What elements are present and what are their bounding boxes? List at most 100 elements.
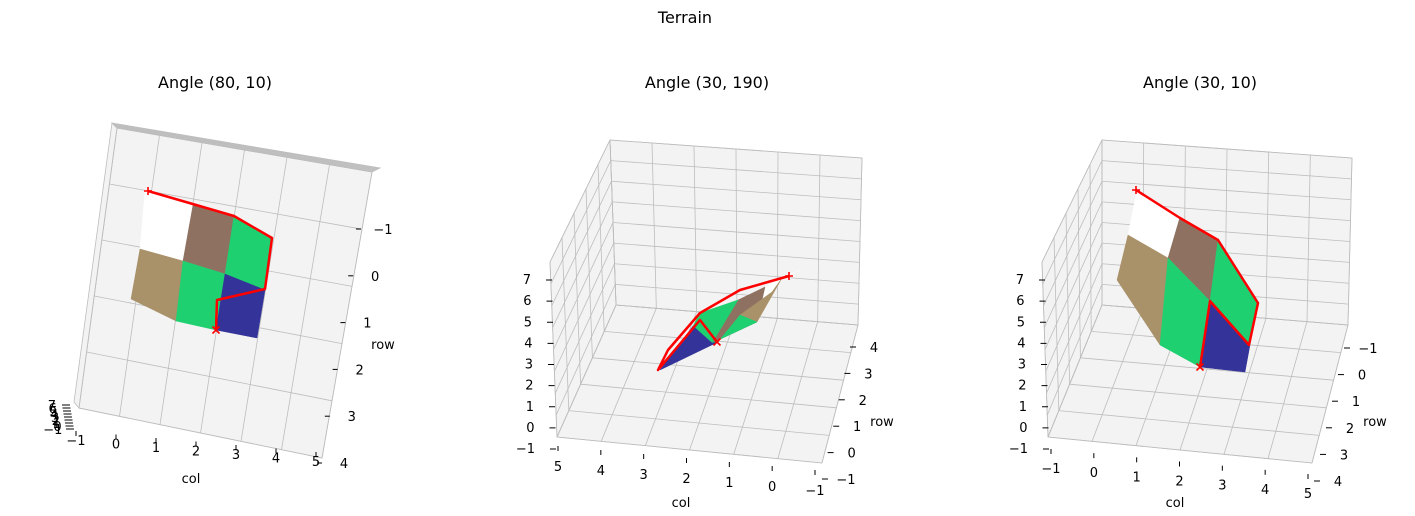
z-tick-label: 6 <box>1016 294 1024 309</box>
z-tick-label: 5 <box>49 405 57 420</box>
grid-line <box>611 180 862 201</box>
grid-line <box>1047 436 1313 464</box>
z-tick-label: −1 <box>516 442 535 457</box>
z-tick-label: 3 <box>51 411 59 426</box>
x-axis-label: col <box>672 496 691 511</box>
grid-line <box>1041 139 1103 263</box>
y-tick-label: 1 <box>363 317 371 332</box>
route-line <box>656 274 790 372</box>
grid-line <box>281 164 330 450</box>
grid-line <box>613 242 860 263</box>
grid-line <box>556 436 823 464</box>
y-tick-label: −1 <box>1358 342 1377 357</box>
subplot-title: Angle (80, 10) <box>158 73 272 92</box>
x-tick-label: −1 <box>66 434 85 449</box>
terrain-cell-water <box>215 273 266 339</box>
grid-line <box>549 139 611 263</box>
grid-line <box>1091 308 1144 442</box>
route-end-marker <box>712 337 722 347</box>
z-tick-label: 4 <box>50 408 58 423</box>
grid-line <box>1080 357 1334 381</box>
y-tick-label: 4 <box>870 341 878 356</box>
y-tick-label: 0 <box>1358 369 1366 384</box>
z-tick-label: 7 <box>1016 273 1024 288</box>
x-tick-label: −1 <box>1041 462 1060 477</box>
y-tick-label: 4 <box>340 457 348 472</box>
grid-line <box>1223 318 1267 455</box>
route-start-marker <box>144 187 152 195</box>
grid-line <box>115 125 376 171</box>
grid-line <box>1046 263 1103 394</box>
grid-line <box>115 126 375 172</box>
grid-line <box>554 242 615 372</box>
grid-line <box>116 126 374 172</box>
grid-line <box>609 139 863 159</box>
route-end-marker <box>211 325 221 335</box>
grid-line <box>733 318 778 455</box>
y-tick-label: −1 <box>836 473 855 488</box>
z-tick-label: 2 <box>1018 379 1026 394</box>
grid-line <box>777 321 819 459</box>
subplot-title: Angle (30, 190) <box>645 73 769 92</box>
grid-line <box>568 410 830 436</box>
grid-line <box>112 123 380 169</box>
y-tick-label: 2 <box>355 363 363 378</box>
route-start-marker <box>1132 186 1140 194</box>
y-axis-label: row <box>371 338 395 353</box>
x-tick-label: 0 <box>1090 466 1098 481</box>
x-tick-label: 4 <box>597 464 605 479</box>
grid-line <box>1058 410 1320 436</box>
y-axis-label: row <box>1363 415 1387 430</box>
z-tick-label: 1 <box>1019 400 1027 415</box>
grid-line <box>550 160 612 285</box>
x-tick-label: −1 <box>805 484 824 499</box>
y-axis-label: row <box>870 415 894 430</box>
y-tick-label: 0 <box>371 270 379 285</box>
z-tick-label: 4 <box>524 336 532 351</box>
grid-line <box>1069 383 1327 409</box>
x-tick-label: 3 <box>1218 479 1226 494</box>
z-tick-label: 0 <box>53 420 61 435</box>
x-axis-label: col <box>1166 496 1185 511</box>
grid-line <box>1311 324 1349 464</box>
x-tick-label: 4 <box>1261 483 1269 498</box>
grid-line <box>612 201 861 222</box>
x-tick-label: 0 <box>768 480 776 495</box>
grid-line <box>604 331 851 353</box>
subplot-angle-80-10: Angle (80, 10) −1 0 1 2 3 4 5−10123476543210−1… <box>43 73 395 487</box>
grid-line <box>321 171 373 459</box>
grid-line <box>552 201 613 328</box>
grid-line <box>116 127 373 173</box>
grid-line <box>592 357 844 381</box>
y-tick-label: 2 <box>1346 422 1354 437</box>
z-tick-label: 3 <box>1018 358 1026 373</box>
grid-line <box>240 157 288 442</box>
grid-line <box>113 124 378 170</box>
x-tick-label: 5 <box>554 460 562 475</box>
x-tick-label: 1 <box>725 476 733 491</box>
grid-line <box>1101 160 1352 180</box>
grid-line <box>610 160 862 180</box>
subplot-angle-30-10: Angle (30, 10) −1 0 1 2 3 4 5 −1 0 1 2 3 4 7 6 5 4 3 2 1 0 −1… <box>1009 73 1387 511</box>
z-tick-label: −1 <box>43 423 62 438</box>
route-end-marker <box>1195 362 1205 372</box>
y-tick-label: 1 <box>1352 395 1360 410</box>
z-tick-label: 6 <box>49 402 57 417</box>
z-tick-label: 2 <box>525 379 533 394</box>
x-tick-label: 3 <box>232 448 240 463</box>
y-tick-label: 2 <box>859 394 867 409</box>
z-tick-label: 7 <box>48 399 56 414</box>
route-line <box>147 189 274 331</box>
x-tick-label: 3 <box>640 468 648 483</box>
x-tick-label: 4 <box>272 452 280 467</box>
x-tick-label: 2 <box>682 472 690 487</box>
z-tick-label: −1 <box>1009 442 1028 457</box>
subplot-title: Angle (30, 10) <box>1143 73 1257 92</box>
x-tick-label: 1 <box>152 441 160 456</box>
grid-line <box>1046 284 1103 416</box>
grid-line <box>78 407 323 459</box>
z-tick-label: 0 <box>526 421 534 436</box>
x-axis-label: col <box>182 472 201 487</box>
grid-line <box>555 284 616 416</box>
